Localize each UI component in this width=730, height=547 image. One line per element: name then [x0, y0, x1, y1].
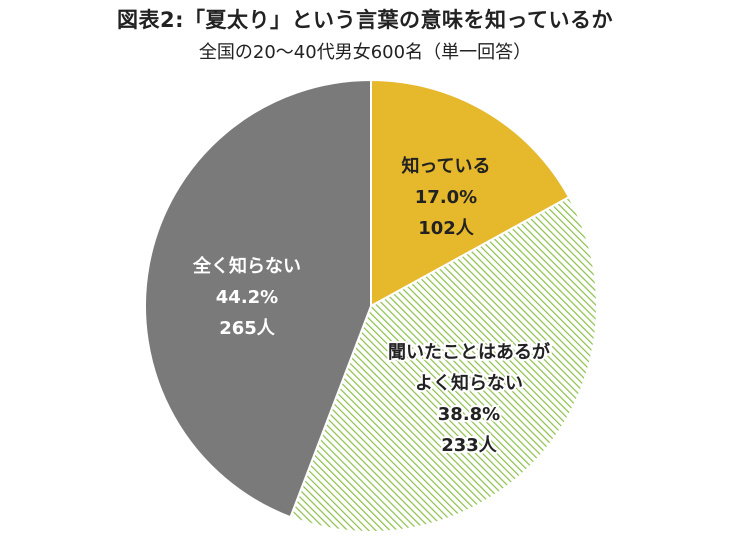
slice-label-1: 102人 — [418, 218, 475, 239]
chart-title: 図表2:「夏太り」という言葉の意味を知っているか — [117, 8, 613, 32]
chart-subtitle: 全国の20～40代男女600名（単一回答） — [198, 42, 532, 63]
pie-slice-3 — [144, 78, 372, 519]
slice-label-1: 知っている — [401, 155, 490, 177]
slice-label-2: 聞いたことはあるが — [388, 341, 550, 363]
pie-slice-2 — [289, 195, 598, 533]
slice-label-2: 233人 — [441, 435, 498, 456]
slice-label-3: 全く知らない — [192, 255, 301, 277]
slice-label-2: よく知らない — [415, 372, 523, 394]
slice-label-1: 17.0% — [415, 187, 477, 208]
pie-slice-1 — [370, 78, 571, 308]
slice-label-2: 38.8% — [438, 404, 500, 425]
slice-label-3: 44.2% — [216, 287, 278, 308]
slice-label-3: 265人 — [219, 318, 276, 339]
